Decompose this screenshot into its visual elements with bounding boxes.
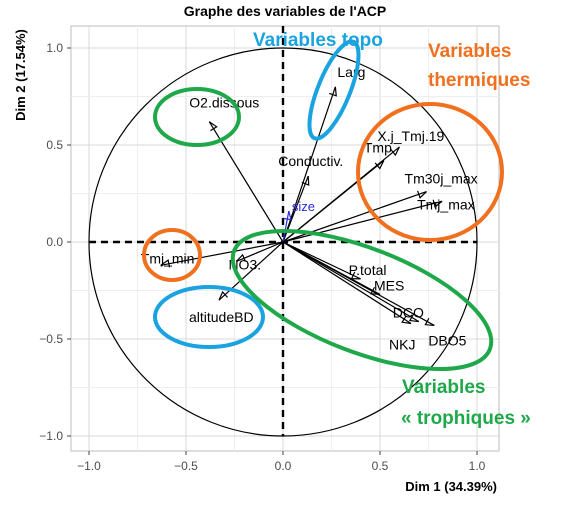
group-ellipses (142, 39, 504, 372)
arrowhead-o2-dissous (208, 121, 218, 132)
y-tick-label: 0.0 (46, 235, 63, 249)
annotation-variables-thermiques-2: thermiques (428, 70, 530, 91)
y-tick-label: −1.0 (39, 429, 63, 443)
arrow-dbo5 (282, 241, 435, 326)
variable-label-tm30j-max: Tm30j_max (405, 171, 478, 187)
x-tick-label: −1.0 (77, 459, 101, 473)
arrow-size (282, 210, 290, 243)
arrow-tmj-min (160, 241, 284, 266)
variable-label-conductiv: Conductiv. (278, 153, 343, 169)
x-tick-label: 1.0 (469, 459, 486, 473)
variable-label-tmj-min: Tmj_min (141, 250, 195, 266)
y-tick-label: 1.0 (46, 41, 63, 55)
arrowhead-no3 (236, 253, 246, 262)
arrowhead-tmj-max (432, 199, 443, 208)
arrow-larg (282, 86, 336, 243)
ellipse-altitude (153, 285, 265, 349)
variable-label-size: size (292, 199, 315, 214)
y-tick-label: −0.5 (39, 332, 63, 346)
x-tick-label: 0.0 (275, 459, 292, 473)
ellipse-o2 (153, 87, 241, 147)
arrowhead-tm30j-max (417, 190, 427, 199)
arrow-p-total (282, 241, 361, 280)
arrowhead-dco (408, 313, 419, 323)
variable-label-tmp: Tmp (364, 140, 392, 156)
axis-ticks: −1.0 −0.5 0.0 0.5 1.0 1.0 0.5 0.0 −0.5 −1.0 (39, 41, 485, 473)
arrowhead-altitudebd (218, 290, 228, 301)
arrow-nkj (282, 241, 412, 324)
x-tick-label: 0.5 (372, 459, 389, 473)
ellipse-trophiques (230, 228, 494, 372)
variable-label-mes: MES (374, 277, 404, 293)
variable-label-dco: DCO (393, 305, 424, 321)
arrow-tmj-max (282, 200, 443, 243)
arrowhead-nkj (401, 315, 412, 325)
variable-label-larg: Larg (337, 64, 365, 80)
annotation-variables-thermiques-1: Variables (428, 41, 511, 62)
variable-label-altitudebd: altitudeBD (189, 309, 254, 325)
variable-label-tmj-max: Tmj_max (417, 196, 475, 212)
annotation-variables-topo: Variables topo (253, 30, 383, 51)
chart-title: Graphe des variables de l'ACP (184, 3, 387, 19)
arrowhead-tmj-min (160, 259, 171, 268)
arrow-dco (282, 241, 420, 323)
x-axis-label: Dim 1 (34.39%) (405, 479, 497, 494)
arrow-tmp (282, 160, 385, 243)
arrowhead-conductiv (301, 176, 310, 186)
arrowhead-size (283, 210, 292, 221)
arrowhead-tmp (374, 160, 385, 170)
variable-label-o2-dissous: O2.dissous (189, 95, 259, 111)
variable-label-x-j-tmj-19: X.j_Tmj.19 (377, 128, 444, 144)
ellipse-larg (307, 39, 361, 141)
variable-label-p-total: P.total (349, 262, 387, 278)
annotation-variables-trophiques-2: « trophiques » (401, 408, 531, 429)
arrowhead-larg (329, 86, 337, 97)
variable-label-nkj: NKJ (389, 336, 415, 352)
arrowhead-x-j-tmj-19 (390, 146, 400, 157)
variable-label-dbo5: DBO5 (428, 332, 466, 348)
arrowhead-dbo5 (424, 317, 435, 327)
x-tick-label: −0.5 (174, 459, 198, 473)
ellipse-tmj-min (142, 228, 202, 282)
y-axis-label: Dim 2 (17.54%) (13, 29, 28, 121)
annotation-variables-trophiques-1: Variables (402, 377, 485, 398)
y-tick-label: 0.5 (46, 138, 63, 152)
ellipse-thermiques (356, 102, 504, 242)
